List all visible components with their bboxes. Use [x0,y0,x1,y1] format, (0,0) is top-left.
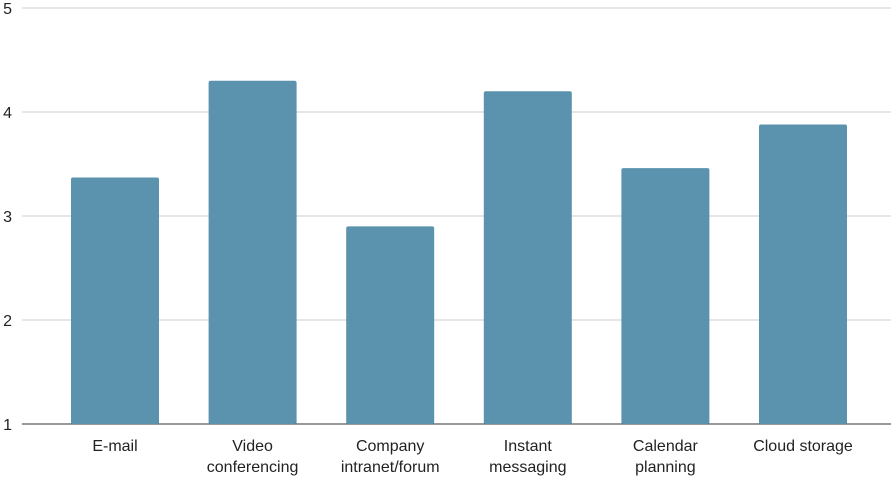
x-category-label-3: Instant messaging [489,438,566,476]
x-category-label-1: Video conferencing [207,438,299,476]
y-tick-label-1: 1 [3,417,12,434]
bar-3 [483,91,572,424]
x-category-label-line: Calendar [633,438,699,455]
bar-1 [208,80,297,425]
bar-5 [759,124,847,424]
y-tick-label-5: 5 [3,1,12,18]
x-category-label-4: Calendar planning [633,438,699,476]
x-category-label-0: E-mail [92,438,137,455]
x-category-label-line: conferencing [207,459,299,476]
bar-4 [621,168,710,424]
x-category-label-line: Cloud storage [753,438,853,455]
y-tick-label-4: 4 [3,105,12,122]
y-axis-ticks: 1 2 3 4 5 [3,1,12,434]
x-category-label-2: Company intranet/forum [341,438,440,476]
x-category-label-line: planning [635,459,696,476]
y-tick-label-2: 2 [3,313,12,330]
y-tick-label-3: 3 [3,209,12,226]
x-category-label-5: Cloud storage [753,438,853,455]
x-category-label-line: E-mail [92,438,137,455]
grid-layer [22,7,891,425]
bar-layer [71,80,847,425]
x-category-label-line: Instant [504,438,553,455]
bar-2 [346,226,435,424]
bar-0 [71,177,159,424]
x-category-label-line: Video [232,438,273,455]
x-axis-labels: E-mail Video conferencing Company intranet/f… [92,438,853,476]
x-category-label-line: intranet/forum [341,459,440,476]
x-category-label-line: messaging [489,459,566,476]
x-category-label-line: Company [356,438,424,455]
